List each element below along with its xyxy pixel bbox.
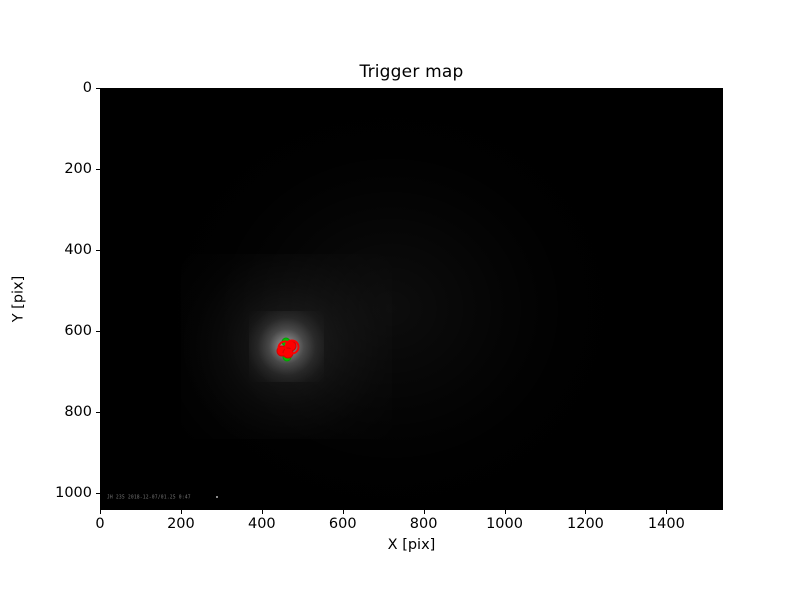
y-axis-label-text: Y [pix] xyxy=(10,275,27,323)
x-tick xyxy=(423,510,425,514)
page-title: Trigger map xyxy=(359,62,464,82)
y-tick xyxy=(96,88,100,89)
detector-image xyxy=(101,89,722,509)
x-axis-label: X [pix] xyxy=(387,537,436,553)
y-tick-label: 0 xyxy=(82,80,92,96)
y-tick xyxy=(96,249,100,251)
x-tick xyxy=(180,510,182,514)
y-tick xyxy=(96,492,100,494)
y-tick-label: 1000 xyxy=(55,484,92,501)
x-tick-label: 1400 xyxy=(647,516,685,532)
plot-area[interactable]: JH 235 2018-12-07/01.25 0:47 xyxy=(100,88,723,510)
halo-outer xyxy=(119,89,604,509)
x-tick-label: 600 xyxy=(328,516,357,532)
x-tick-label: 400 xyxy=(247,516,276,532)
x-tick-label: 800 xyxy=(409,516,438,532)
y-tick xyxy=(96,330,100,332)
x-tick xyxy=(504,510,506,514)
y-tick-label: 600 xyxy=(64,322,92,339)
y-tick xyxy=(96,168,100,170)
x-tick-label: 200 xyxy=(167,516,195,532)
x-tick-label: 1200 xyxy=(567,516,604,532)
y-tick-label: 200 xyxy=(64,160,92,177)
y-tick-label: 800 xyxy=(64,403,92,420)
x-tick-label: 0 xyxy=(95,516,105,532)
x-tick xyxy=(100,510,101,514)
scatter-marker[interactable] xyxy=(284,339,300,355)
y-tick xyxy=(96,411,100,413)
x-tick xyxy=(585,510,587,514)
x-tick xyxy=(666,510,668,514)
y-tick-label: 400 xyxy=(64,241,92,258)
x-tick-label: 1000 xyxy=(486,516,523,532)
x-tick xyxy=(342,510,344,514)
y-axis-label: Y [pix] xyxy=(0,88,36,510)
x-tick xyxy=(261,510,263,514)
